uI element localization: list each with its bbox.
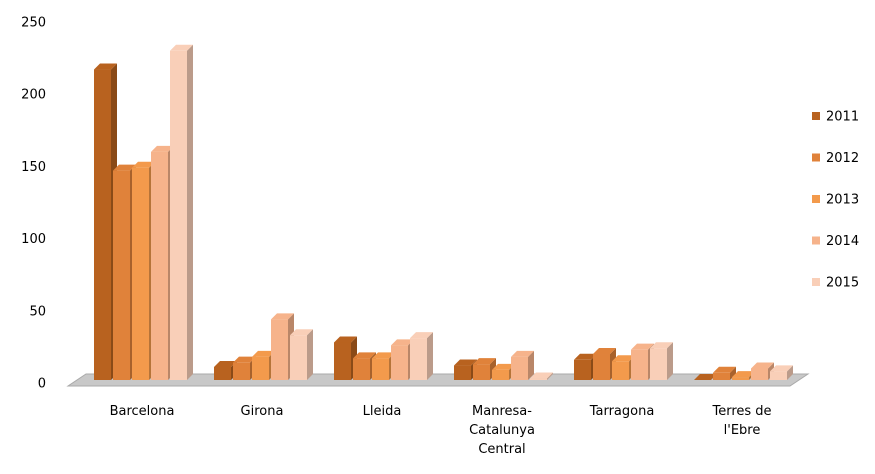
bar-top (473, 358, 496, 365)
bar (94, 69, 111, 380)
x-tick-label: Terres de l'Ebre (712, 404, 772, 438)
bar-top (151, 145, 174, 152)
bar (770, 371, 787, 380)
bar-top (233, 356, 256, 363)
x-tick-label: Barcelona (109, 404, 175, 419)
bar (271, 319, 288, 380)
bar-side (667, 342, 673, 380)
bar-top (290, 329, 313, 336)
bar-top (94, 63, 117, 70)
bar (612, 361, 629, 380)
bar (530, 378, 547, 380)
y-tick-label: 250 (21, 16, 46, 31)
y-tick-label: 0 (38, 377, 46, 392)
legend-swatch (812, 278, 820, 286)
bar (170, 50, 187, 380)
bar (650, 348, 667, 380)
bar-side (730, 366, 736, 380)
legend-label: 2013 (826, 193, 859, 208)
bar-top (252, 350, 275, 357)
bar-top (334, 336, 357, 343)
bar (214, 367, 231, 380)
bar-top (650, 342, 673, 349)
bar-top (454, 359, 477, 366)
bar-top (732, 371, 755, 378)
bar-top (530, 372, 553, 379)
bar-top (694, 374, 717, 380)
bar (593, 354, 610, 380)
bar-top (511, 350, 534, 357)
y-tick-label: 150 (21, 160, 46, 175)
y-tick-label: 200 (21, 88, 46, 103)
bar-side (187, 44, 193, 380)
bar (353, 358, 370, 380)
bar-top (372, 352, 395, 359)
bar-top (593, 348, 616, 355)
legend-swatch (812, 112, 820, 120)
bar (252, 356, 269, 380)
y-tick-label: 50 (29, 304, 46, 319)
x-tick-label: Tarragona (589, 404, 655, 419)
bar-top (271, 313, 294, 320)
bar-top (492, 363, 515, 370)
bar-side (307, 329, 313, 380)
bar-side (547, 372, 553, 380)
bar-top (113, 164, 136, 171)
bar (511, 356, 528, 380)
bar (290, 335, 307, 380)
bar (410, 338, 427, 380)
bar (454, 365, 471, 380)
bar (473, 364, 490, 380)
bar-top (612, 355, 635, 362)
bar (151, 151, 168, 380)
bar (372, 358, 389, 380)
legend-label: 2011 (826, 110, 859, 125)
x-tick-label: Manresa-Catalunya Central (469, 404, 535, 457)
legend-swatch (812, 153, 820, 162)
bar-top (751, 362, 774, 369)
bar-side (528, 350, 534, 380)
bar (713, 372, 730, 380)
bar (732, 377, 749, 380)
y-tick-label: 100 (21, 232, 46, 247)
bar-side (787, 365, 793, 380)
bar-top (770, 365, 793, 372)
bar (334, 342, 351, 380)
bar-top (574, 353, 597, 360)
legend-label: 2012 (826, 151, 859, 166)
bar-top (410, 332, 433, 339)
bar-top (170, 44, 193, 51)
legend-swatch (812, 236, 820, 245)
bar (574, 359, 591, 380)
x-tick-label: Girona (240, 404, 284, 419)
bar-top (391, 339, 414, 346)
legend-label: 2015 (826, 276, 859, 291)
bar-top (132, 161, 155, 168)
bar (631, 349, 648, 380)
bar-top (353, 352, 376, 359)
bar-top (713, 366, 736, 373)
legend-label: 2014 (826, 234, 859, 249)
legend-swatch (812, 195, 820, 203)
bar (391, 345, 408, 380)
bar (751, 368, 768, 380)
bar (492, 369, 509, 380)
bar-top (214, 361, 237, 368)
x-tick-label: Lleida (362, 404, 402, 419)
bar (113, 170, 130, 380)
bar (233, 362, 250, 380)
bar-top (631, 343, 654, 350)
bar-side (427, 332, 433, 380)
bar (132, 167, 149, 380)
